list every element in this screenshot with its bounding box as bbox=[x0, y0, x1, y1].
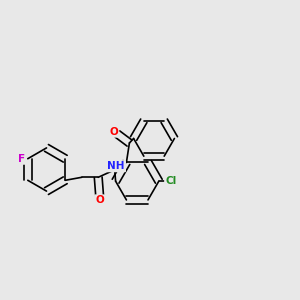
Text: O: O bbox=[110, 127, 118, 136]
Text: NH: NH bbox=[107, 161, 125, 171]
Text: F: F bbox=[18, 154, 25, 164]
Text: Cl: Cl bbox=[165, 176, 176, 186]
Text: O: O bbox=[95, 195, 104, 206]
